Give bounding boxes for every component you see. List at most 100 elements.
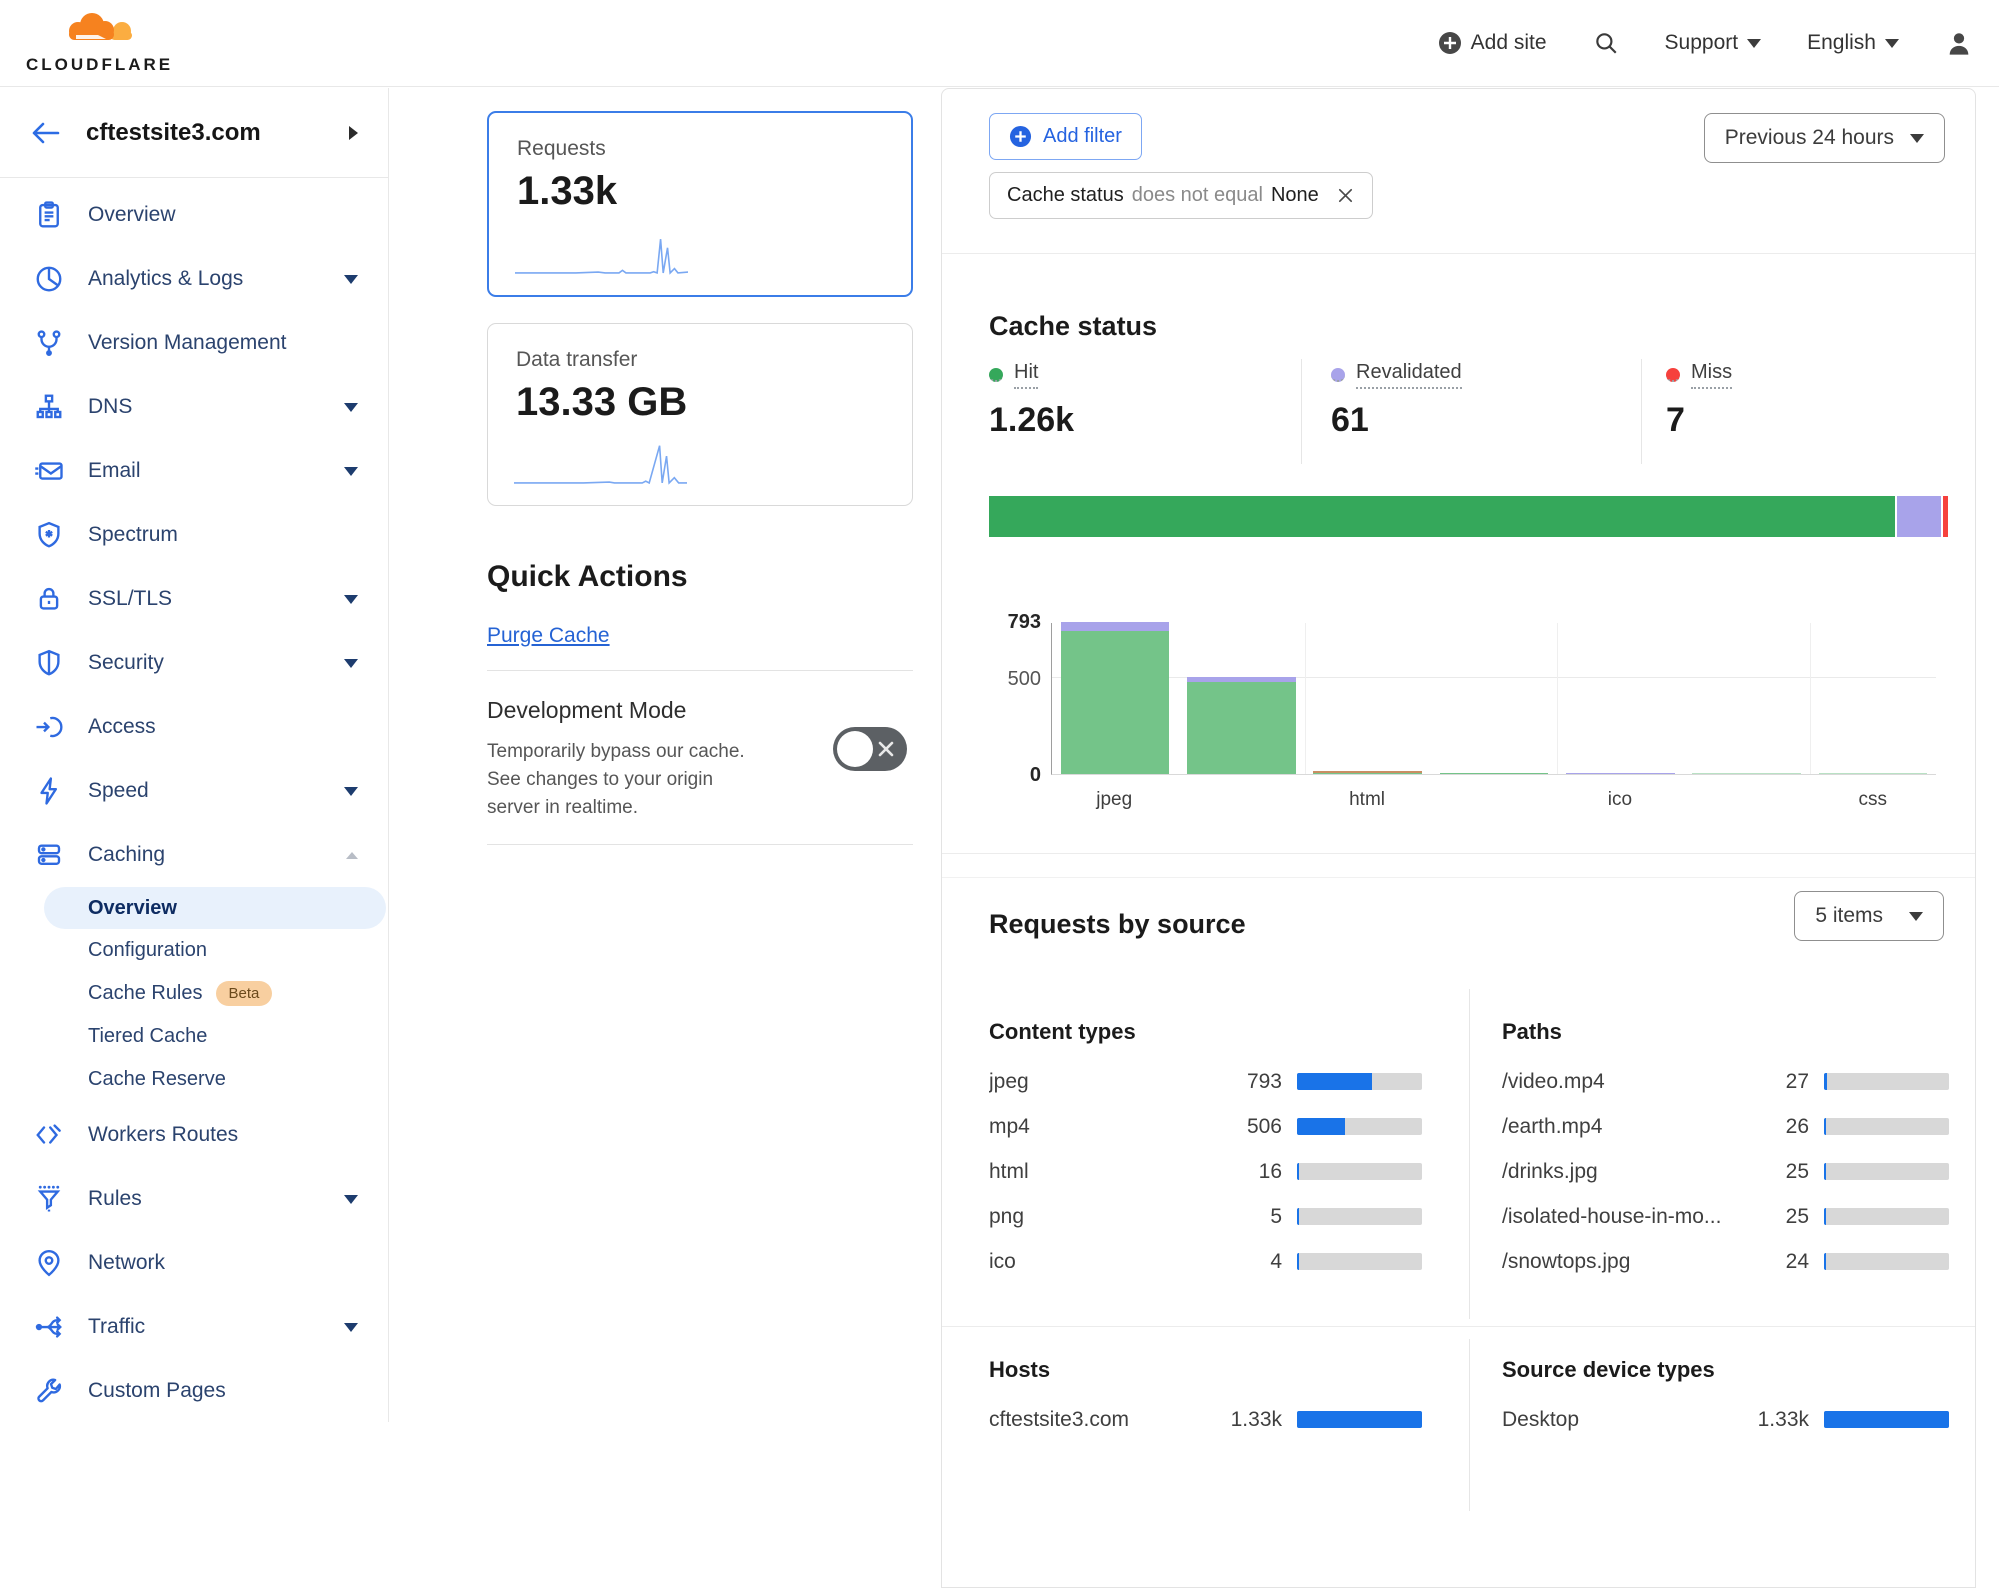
- revalidated-value: 61: [1331, 401, 1369, 439]
- sidebar-subitem-tiered-cache[interactable]: Tiered Cache: [88, 1025, 208, 1047]
- purge-cache-link[interactable]: Purge Cache: [487, 624, 610, 647]
- list-item: jpeg 793: [989, 1059, 1422, 1104]
- device-types-column: Source device types Desktop 1.33k: [1502, 1357, 1949, 1442]
- hit-label[interactable]: Hit: [1014, 361, 1039, 389]
- bar-png: [1431, 623, 1557, 774]
- paths-column: Paths /video.mp4 27/earth.mp4 26/drinks.jp…: [1502, 1019, 1949, 1284]
- sidebar-item-ssl-tls[interactable]: SSL/TLS: [0, 567, 388, 631]
- divider: [942, 877, 1975, 878]
- sidebar-subitem-configuration[interactable]: Configuration: [88, 939, 207, 961]
- list-item: /drinks.jpg 25: [1502, 1149, 1949, 1194]
- chevron-down-icon: [344, 466, 358, 476]
- support-menu[interactable]: Support: [1665, 31, 1762, 55]
- miss-value: 7: [1666, 401, 1685, 439]
- bar-css: [1810, 623, 1936, 774]
- stacked-bar-segment: [989, 496, 1896, 537]
- sidebar-item-network[interactable]: Network: [0, 1231, 388, 1295]
- row-bar-track: [1824, 1118, 1949, 1135]
- row-value: 24: [1785, 1249, 1809, 1273]
- row-label: /snowtops.jpg: [1502, 1249, 1631, 1273]
- filter-chip-cache-status[interactable]: Cache status does not equal None: [989, 172, 1373, 219]
- hierarchy-icon: [36, 394, 62, 419]
- time-range-dropdown[interactable]: Previous 24 hours: [1703, 113, 1945, 163]
- row-value: 25: [1785, 1159, 1809, 1183]
- requests-sparkline: [515, 227, 688, 279]
- row-label: /isolated-house-in-mo...: [1502, 1204, 1722, 1228]
- row-value: 1.33k: [1757, 1407, 1809, 1431]
- sidebar-item-analytics-logs[interactable]: Analytics & Logs: [0, 247, 388, 311]
- sidebar-subitem-caching-overview[interactable]: Overview: [44, 887, 386, 929]
- paths-list: /video.mp4 27/earth.mp4 26/drinks.jpg 25/is…: [1502, 1059, 1949, 1284]
- data-transfer-sparkline: [514, 437, 687, 489]
- sidebar-item-overview[interactable]: Overview: [0, 183, 388, 247]
- list-item: ico 4: [989, 1239, 1422, 1284]
- x-tick-label: html: [1349, 789, 1386, 810]
- row-bar-track: [1824, 1073, 1949, 1090]
- quick-actions-section: Quick Actions Purge Cache Development Mo…: [487, 560, 913, 845]
- language-menu[interactable]: English: [1807, 31, 1899, 55]
- row-label: /drinks.jpg: [1502, 1159, 1598, 1183]
- row-label: mp4: [989, 1114, 1030, 1138]
- sidebar-item-custom-pages[interactable]: Custom Pages: [0, 1359, 388, 1423]
- divider: [1469, 1339, 1470, 1511]
- sidebar-item-spectrum[interactable]: Spectrum: [0, 503, 388, 567]
- row-bar-fill: [1297, 1253, 1299, 1270]
- miss-label[interactable]: Miss: [1691, 361, 1733, 389]
- bar-ico: [1557, 623, 1683, 774]
- row-bar-track: [1824, 1163, 1949, 1180]
- close-icon[interactable]: [1336, 186, 1355, 205]
- stacked-bar-segment: [1897, 496, 1942, 537]
- row-bar-track: [1824, 1208, 1949, 1225]
- row-bar-track: [1297, 1253, 1422, 1270]
- shield-icon: [38, 649, 60, 676]
- sidebar-item-security[interactable]: Security: [0, 631, 388, 695]
- divider: [487, 844, 913, 845]
- chevron-down-icon: [344, 1194, 358, 1204]
- add-site-button[interactable]: Add site: [1438, 31, 1547, 55]
- sidebar-item-traffic[interactable]: Traffic: [0, 1295, 388, 1359]
- toggle-off-x-icon: [878, 741, 894, 757]
- traffic-split-icon: [35, 1316, 62, 1338]
- site-title: cftestsite3.com: [86, 118, 261, 146]
- sidebar-item-speed[interactable]: Speed: [0, 759, 388, 823]
- stat-revalidated: Revalidated 61: [1331, 361, 1462, 440]
- sidebar-item-email[interactable]: Email: [0, 439, 388, 503]
- row-bar-fill: [1824, 1118, 1827, 1135]
- sidebar-subitem-cache-reserve[interactable]: Cache Reserve: [88, 1068, 226, 1090]
- requests-label: Requests: [517, 137, 606, 160]
- row-label: Desktop: [1502, 1407, 1580, 1431]
- row-value: 27: [1785, 1069, 1809, 1093]
- stat-miss: Miss 7: [1666, 361, 1733, 440]
- hit-value: 1.26k: [989, 401, 1075, 439]
- sidebar-subitem-cache-rules[interactable]: Cache Rules Beta: [0, 972, 388, 1015]
- wrench-icon: [37, 1378, 62, 1403]
- development-mode-toggle[interactable]: [833, 727, 907, 771]
- content-types-title: Content types: [989, 1019, 1136, 1044]
- back-arrow-icon[interactable]: [30, 121, 60, 145]
- items-count-dropdown[interactable]: 5 items: [1794, 891, 1944, 941]
- search-icon[interactable]: [1593, 30, 1619, 56]
- requests-metric-card[interactable]: Requests 1.33k: [487, 111, 913, 297]
- row-label: jpeg: [989, 1069, 1029, 1093]
- row-bar-fill: [1297, 1411, 1422, 1428]
- user-avatar-icon[interactable]: [1945, 29, 1973, 57]
- y-tick-label: 793: [1007, 611, 1041, 633]
- add-filter-button[interactable]: Add filter: [989, 113, 1142, 160]
- revalidated-label[interactable]: Revalidated: [1356, 361, 1462, 389]
- row-bar-fill: [1297, 1163, 1299, 1180]
- chevron-down-icon: [1747, 38, 1762, 48]
- sidebar-item-version-management[interactable]: Version Management: [0, 311, 388, 375]
- chevron-up-icon: [346, 851, 358, 859]
- sidebar-item-access[interactable]: Access: [0, 695, 388, 759]
- data-transfer-metric-card[interactable]: Data transfer 13.33 GB: [487, 323, 913, 506]
- sidebar-item-workers-routes[interactable]: Workers Routes: [0, 1103, 388, 1167]
- sidebar-item-rules[interactable]: Rules: [0, 1167, 388, 1231]
- sidebar-item-dns[interactable]: DNS: [0, 375, 388, 439]
- chevron-down-icon: [1910, 133, 1924, 143]
- chevron-down-icon: [344, 658, 358, 668]
- sidebar-item-caching[interactable]: Caching: [0, 823, 388, 887]
- site-switcher-caret-icon[interactable]: [349, 125, 358, 140]
- chart-plot-area: [1051, 622, 1936, 775]
- toggle-knob: [837, 731, 873, 767]
- sidebar: cftestsite3.com Overview Analytics & Log…: [0, 88, 389, 1422]
